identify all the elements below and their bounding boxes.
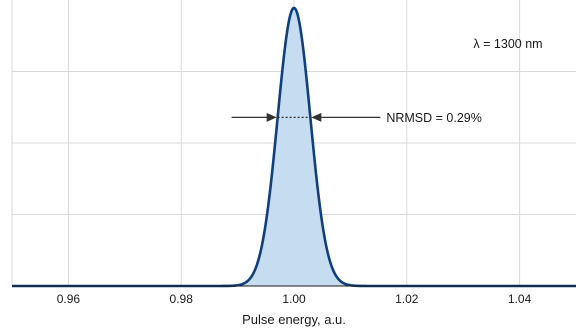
left-arrow-head: [266, 112, 277, 122]
nrmsd-width-marker: [231, 112, 381, 122]
x-axis-title: Pulse energy, a.u.: [242, 312, 346, 327]
x-tick-label: 0.98: [170, 292, 194, 306]
x-tick-label: 1.02: [395, 292, 419, 306]
distribution-fill: [12, 8, 576, 286]
x-tick-label: 1.00: [282, 292, 306, 306]
right-arrow-head: [311, 112, 322, 122]
x-tick-labels: 0.96 0.98 1.00 1.02 1.04: [57, 292, 532, 306]
x-tick-label: 0.96: [57, 292, 81, 306]
x-tick-label: 1.04: [508, 292, 532, 306]
wavelength-annotation: λ = 1300 nm: [473, 37, 542, 51]
nrmsd-annotation: NRMSD = 0.29%: [386, 111, 482, 125]
